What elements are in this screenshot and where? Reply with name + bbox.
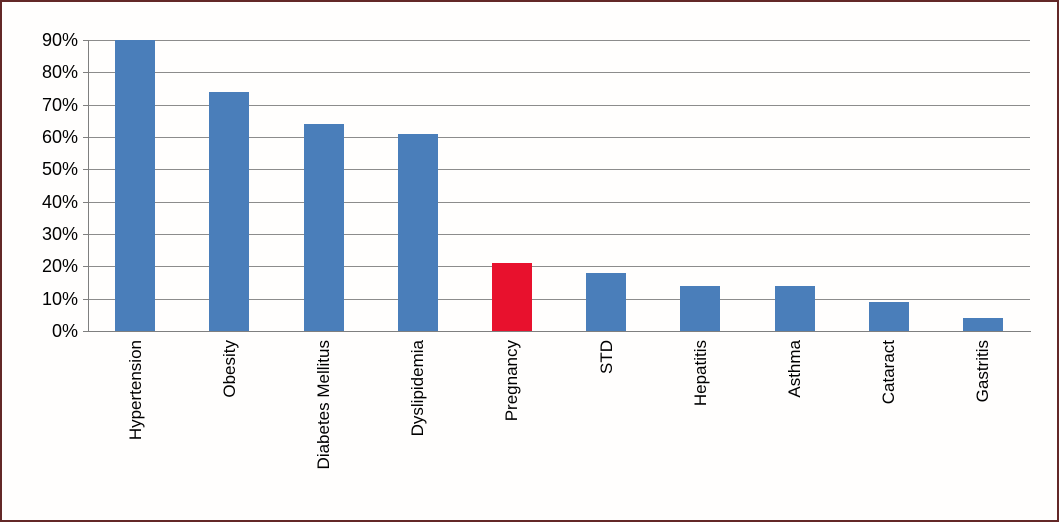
bar-pregnancy <box>492 263 532 331</box>
gridline <box>88 104 1030 106</box>
x-axis-category-label-text: Pregnancy <box>502 340 522 422</box>
x-axis-category-label-text: Hypertension <box>125 340 145 441</box>
x-axis-category-label-text: Cataract <box>879 340 899 405</box>
y-axis-tick-label: 50% <box>41 159 78 180</box>
y-axis-tick <box>83 104 88 106</box>
x-axis-category-label: Pregnancy <box>465 340 559 510</box>
x-axis-category-label-text: STD <box>596 340 616 374</box>
x-axis-line <box>88 331 1031 332</box>
x-axis-category-label: Obesity <box>182 340 276 510</box>
y-axis-tick-label: 90% <box>41 30 78 50</box>
y-axis-tick <box>83 169 88 171</box>
x-axis-category-label-text: Asthma <box>784 340 804 398</box>
y-axis-tick <box>83 40 88 41</box>
x-axis-category-label: Gastritis <box>936 340 1030 510</box>
y-axis-tick-label: 30% <box>41 224 78 244</box>
x-axis-category-label-text: Gastritis <box>973 340 993 403</box>
y-axis-tick-label: 80% <box>41 62 78 83</box>
gridline <box>88 266 1030 268</box>
y-axis-tick-label: 10% <box>41 288 78 309</box>
x-axis-category-label-text: Diabetes Mellitus <box>313 340 333 470</box>
y-axis-tick-label: 0% <box>51 321 78 341</box>
gridline <box>88 169 1030 171</box>
y-axis-tick <box>83 137 88 138</box>
x-axis-category-label: Cataract <box>842 340 936 510</box>
bar-asthma <box>775 286 815 331</box>
x-axis-category-label: Hepatitis <box>653 340 747 510</box>
gridline <box>88 137 1030 138</box>
gridline <box>88 72 1030 74</box>
y-axis-tick <box>83 72 88 74</box>
bar-dyslipidemia <box>398 134 438 331</box>
y-axis-line <box>88 40 89 332</box>
x-axis-category-label: Asthma <box>747 340 841 510</box>
bar-obesity <box>209 92 249 331</box>
gridline <box>88 298 1030 300</box>
y-axis-tick <box>83 234 88 235</box>
bar-std <box>586 273 626 331</box>
x-axis-category-label: Dyslipidemia <box>371 340 465 510</box>
bar-cataract <box>869 302 909 331</box>
x-axis-category-label-text: Dyslipidemia <box>408 340 428 437</box>
bar-hypertension <box>115 40 155 331</box>
gridline <box>88 201 1030 203</box>
bar-hepatitis <box>680 286 720 331</box>
x-axis-category-label: Hypertension <box>88 340 182 510</box>
y-axis-tick <box>83 266 88 268</box>
gridline <box>88 234 1030 235</box>
x-axis-category-label-text: Obesity <box>219 340 239 398</box>
bar-diabetes-mellitus <box>304 124 344 331</box>
bar-gastritis <box>963 318 1003 331</box>
y-axis-tick-label: 20% <box>41 256 78 277</box>
y-axis-tick-label: 60% <box>41 127 78 147</box>
y-axis-tick <box>83 298 88 300</box>
y-axis-tick <box>83 201 88 203</box>
x-axis-category-label: STD <box>559 340 653 510</box>
y-axis-tick <box>83 331 88 332</box>
y-axis-tick-label: 40% <box>41 191 78 212</box>
x-axis-category-label-text: Hepatitis <box>690 340 710 407</box>
x-axis-category-label: Diabetes Mellitus <box>276 340 370 510</box>
y-axis-tick-label: 70% <box>41 94 78 115</box>
gridline <box>88 40 1030 41</box>
